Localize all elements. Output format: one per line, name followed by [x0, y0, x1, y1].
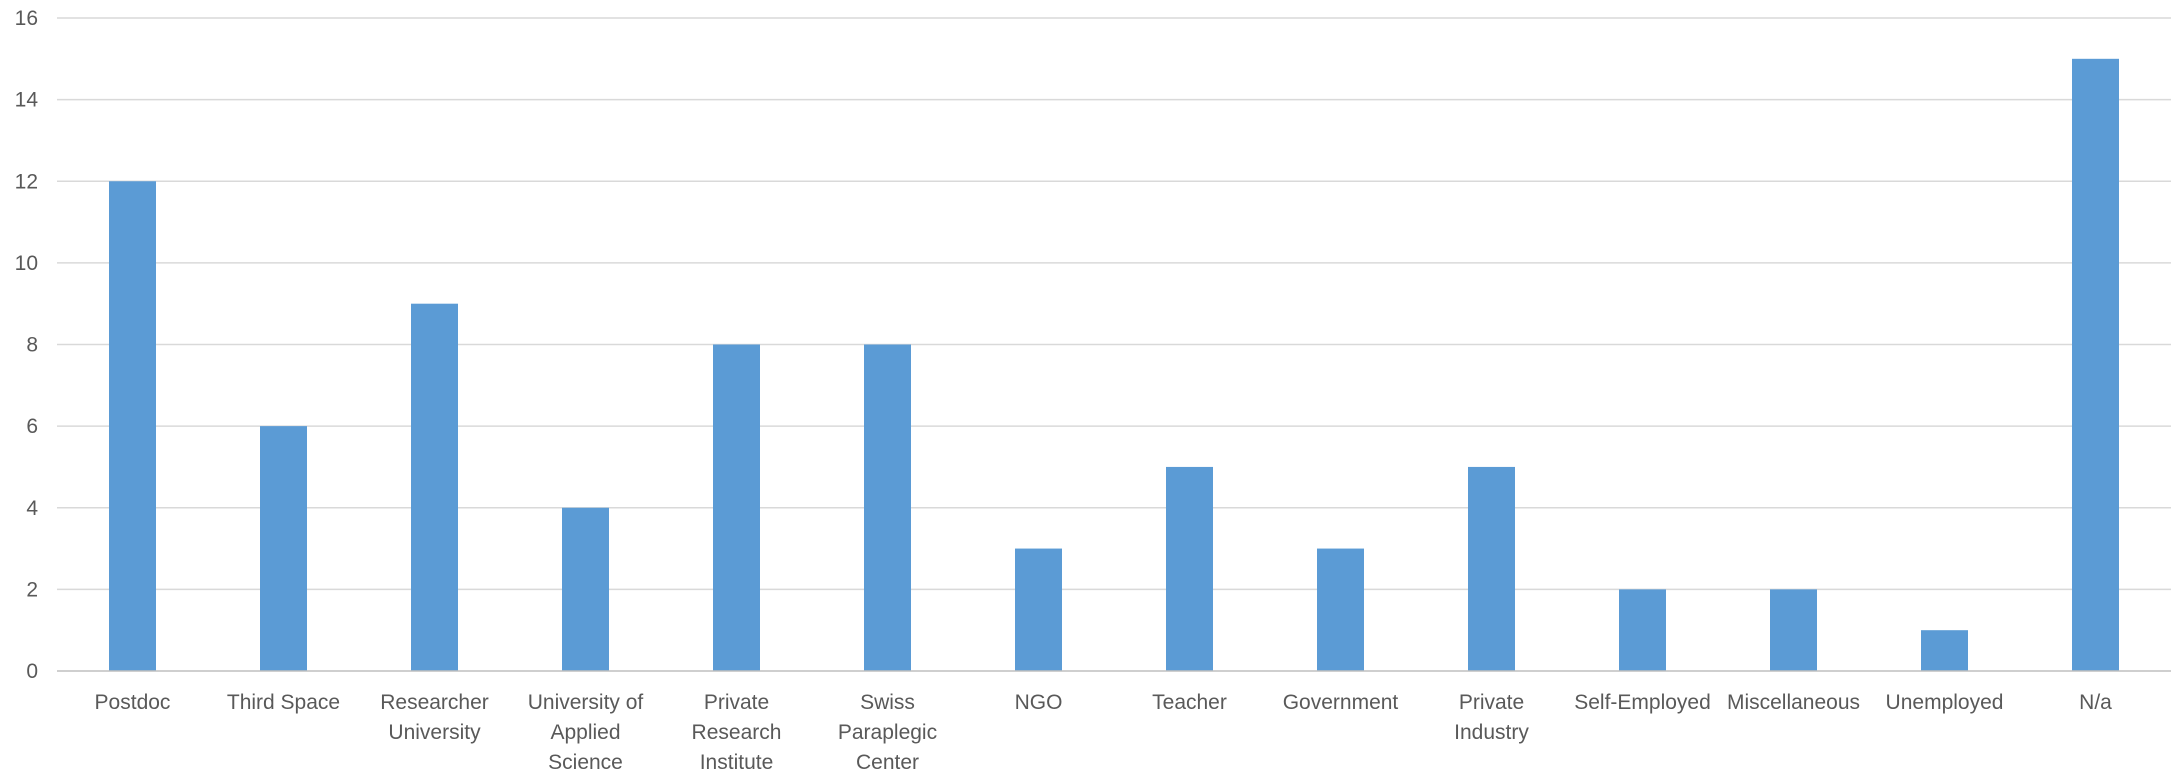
bar	[1921, 630, 1968, 671]
bar	[1619, 589, 1666, 671]
x-category-label-line: Private	[1459, 691, 1524, 714]
x-category-label-line: Paraplegic	[838, 721, 937, 744]
x-category-label: Government	[1283, 691, 1399, 714]
x-category-label: Private Research Institute	[692, 691, 782, 771]
x-category-label-line: Researcher	[380, 691, 489, 714]
x-category-label-line: Self-Employed	[1574, 691, 1711, 714]
y-tick-label: 10	[15, 252, 38, 275]
x-category-label: Self-Employed	[1574, 691, 1711, 714]
x-category-label-line: Government	[1283, 691, 1399, 714]
x-category-label: N/a	[2079, 691, 2112, 714]
y-tick-label: 16	[15, 7, 38, 30]
x-category-label: Third Space	[227, 691, 340, 714]
bar	[109, 181, 156, 671]
bar	[411, 303, 458, 671]
bar	[713, 344, 760, 671]
x-category-label: Private Industry	[1454, 691, 1529, 744]
bar	[2072, 58, 2119, 671]
x-category-label-line: University	[388, 721, 481, 744]
x-category-label: Miscellaneous	[1727, 691, 1860, 714]
x-category-label-line: Institute	[700, 751, 774, 771]
x-category-label-line: Swiss	[860, 691, 915, 714]
gridlines	[57, 17, 2171, 591]
bar	[562, 507, 609, 671]
bar	[1770, 589, 1817, 671]
bar	[1317, 548, 1364, 671]
x-category-label-line: Applied	[550, 721, 620, 744]
y-tick-label: 2	[26, 578, 38, 601]
bar	[1015, 548, 1062, 671]
x-category-label-line: Private	[704, 691, 769, 714]
x-category-label-line: Third Space	[227, 691, 340, 714]
y-axis-tick-labels: 0 2 4 6 8 10 12 14 16	[15, 7, 39, 683]
y-tick-label: 4	[26, 497, 38, 520]
x-category-label: Researcher University	[380, 691, 489, 744]
x-category-label-line: University of	[528, 691, 644, 714]
x-category-label-line: Industry	[1454, 721, 1529, 744]
x-category-label-line: Unemployed	[1886, 691, 2004, 714]
bar	[1468, 466, 1515, 671]
x-category-label: Teacher	[1152, 691, 1227, 714]
x-category-label-line: NGO	[1015, 691, 1063, 714]
x-category-label: Unemployed	[1886, 691, 2004, 714]
x-category-label: Postdoc	[95, 691, 171, 714]
x-category-label-line: Science	[548, 751, 623, 771]
y-tick-label: 0	[26, 660, 38, 683]
x-category-label-line: Research	[692, 721, 782, 744]
bars	[109, 58, 2119, 671]
y-tick-label: 12	[15, 170, 38, 193]
x-category-label: NGO	[1015, 691, 1063, 714]
bar	[1166, 466, 1213, 671]
x-category-label: Swiss Paraplegic Center	[838, 691, 937, 771]
x-category-label-line: N/a	[2079, 691, 2112, 714]
bar	[260, 426, 307, 671]
x-category-label-line: Miscellaneous	[1727, 691, 1860, 714]
x-category-label-line: Postdoc	[95, 691, 171, 714]
bar	[864, 344, 911, 671]
y-tick-label: 8	[26, 334, 38, 357]
y-tick-label: 14	[15, 89, 39, 112]
x-category-label-line: Teacher	[1152, 691, 1227, 714]
x-category-label-line: Center	[856, 751, 919, 771]
x-axis-category-labels: Postdoc Third Space Researcher University Un…	[95, 691, 2113, 771]
y-tick-label: 6	[26, 415, 38, 438]
x-category-label: University of Applied Science	[528, 691, 644, 771]
